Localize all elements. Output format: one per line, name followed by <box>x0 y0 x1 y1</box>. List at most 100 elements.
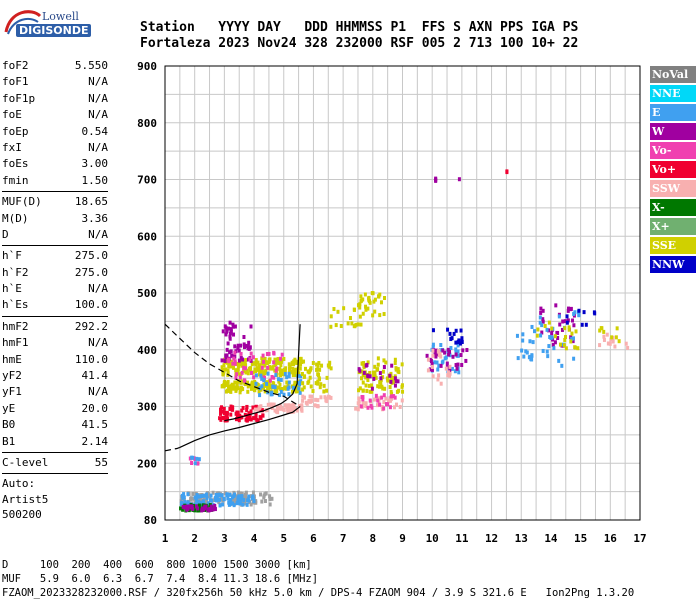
echo-point <box>292 362 296 367</box>
echo-point <box>459 353 463 358</box>
echo-point <box>429 359 433 364</box>
echo-point <box>457 177 461 182</box>
echo-point <box>430 367 434 372</box>
echo-point <box>229 329 233 334</box>
echo-point <box>286 410 290 415</box>
echo-point <box>249 370 253 375</box>
echo-point <box>454 347 458 352</box>
echo-point <box>436 352 440 357</box>
echo-point <box>293 381 297 386</box>
echo-point <box>276 377 280 382</box>
echo-point <box>522 354 526 359</box>
echo-point <box>265 352 269 357</box>
echo-point <box>557 358 561 363</box>
param-row: foF2 5.550 <box>2 58 108 74</box>
echo-point <box>386 378 390 383</box>
echo-point <box>257 363 261 368</box>
echo-point <box>228 406 232 411</box>
echo-point <box>219 411 223 416</box>
echo-point <box>302 374 306 379</box>
echo-point <box>295 387 299 392</box>
echo-point <box>431 328 435 333</box>
echo-point <box>370 389 374 394</box>
echo-point <box>457 370 461 375</box>
param-value: 2.14 <box>81 434 109 448</box>
echo-point <box>554 303 558 308</box>
param-value: N/A <box>88 282 108 296</box>
echo-point <box>268 502 272 507</box>
echo-point <box>556 330 560 335</box>
echo-point <box>220 493 224 498</box>
echo-point <box>267 357 271 362</box>
param-row: foF1p N/A <box>2 91 108 107</box>
param-row: foF1 N/A <box>2 74 108 90</box>
echo-point <box>226 388 230 393</box>
param-value: N/A <box>88 140 108 154</box>
echo-point <box>316 404 320 409</box>
param-separator <box>2 473 108 475</box>
echo-point <box>260 368 264 373</box>
echo-point <box>357 367 361 372</box>
echo-point <box>245 416 249 421</box>
param-value: 55 <box>94 455 108 469</box>
y-tick-label: 80 <box>144 514 157 527</box>
echo-point <box>204 504 208 509</box>
echo-point <box>228 336 232 341</box>
echo-point <box>233 344 237 349</box>
param-row: h`E N/A <box>2 281 108 297</box>
param-value: N/A <box>88 75 108 89</box>
echo-point <box>268 385 272 390</box>
echo-point <box>592 310 596 315</box>
echo-point <box>375 367 379 372</box>
echo-point <box>194 498 198 503</box>
echo-point <box>254 415 258 420</box>
echo-point <box>236 367 240 372</box>
echo-point <box>571 318 575 323</box>
echo-point <box>561 319 565 324</box>
echo-point <box>379 376 383 381</box>
param-value: 41.5 <box>81 418 109 432</box>
echo-point <box>538 315 542 320</box>
echo-point <box>381 369 385 374</box>
topside-extrapolation <box>164 323 301 408</box>
echo-point <box>217 492 221 497</box>
param-name: h`F2 <box>2 265 29 279</box>
echo-point <box>225 329 229 334</box>
echo-point <box>238 362 242 367</box>
echo-point <box>303 366 307 371</box>
y-tick-label: 400 <box>137 344 157 357</box>
echo-point <box>364 304 368 309</box>
x-tick-label: 10 <box>426 532 439 545</box>
echo-point <box>541 308 545 313</box>
echo-point <box>389 379 393 384</box>
echo-point <box>237 379 241 384</box>
echo-point <box>557 314 561 319</box>
echo-point <box>310 394 314 399</box>
echo-point <box>240 359 244 364</box>
echo-point <box>323 395 327 400</box>
echo-point <box>213 503 217 508</box>
echo-point <box>213 506 217 511</box>
x-tick-label: 11 <box>455 532 469 545</box>
echo-point <box>231 354 235 359</box>
echo-point <box>392 405 396 410</box>
echo-point <box>562 343 566 348</box>
param-value: 18.65 <box>74 195 108 209</box>
y-tick-label: 700 <box>137 174 157 187</box>
echo-point <box>584 322 588 327</box>
echo-point <box>243 382 247 387</box>
echo-point <box>362 370 366 375</box>
echo-point <box>366 374 370 379</box>
echo-point <box>268 494 272 499</box>
echo-point <box>446 370 450 375</box>
echo-point <box>611 339 615 344</box>
echo-point <box>539 310 543 315</box>
echo-point <box>298 356 302 361</box>
echo-point <box>566 308 570 313</box>
echo-point <box>364 363 368 368</box>
echo-point <box>195 456 199 461</box>
echo-point <box>294 389 298 394</box>
echo-point <box>325 375 329 380</box>
autoscale-info: Auto: <box>2 477 36 491</box>
logo-arc-icon <box>4 10 42 35</box>
